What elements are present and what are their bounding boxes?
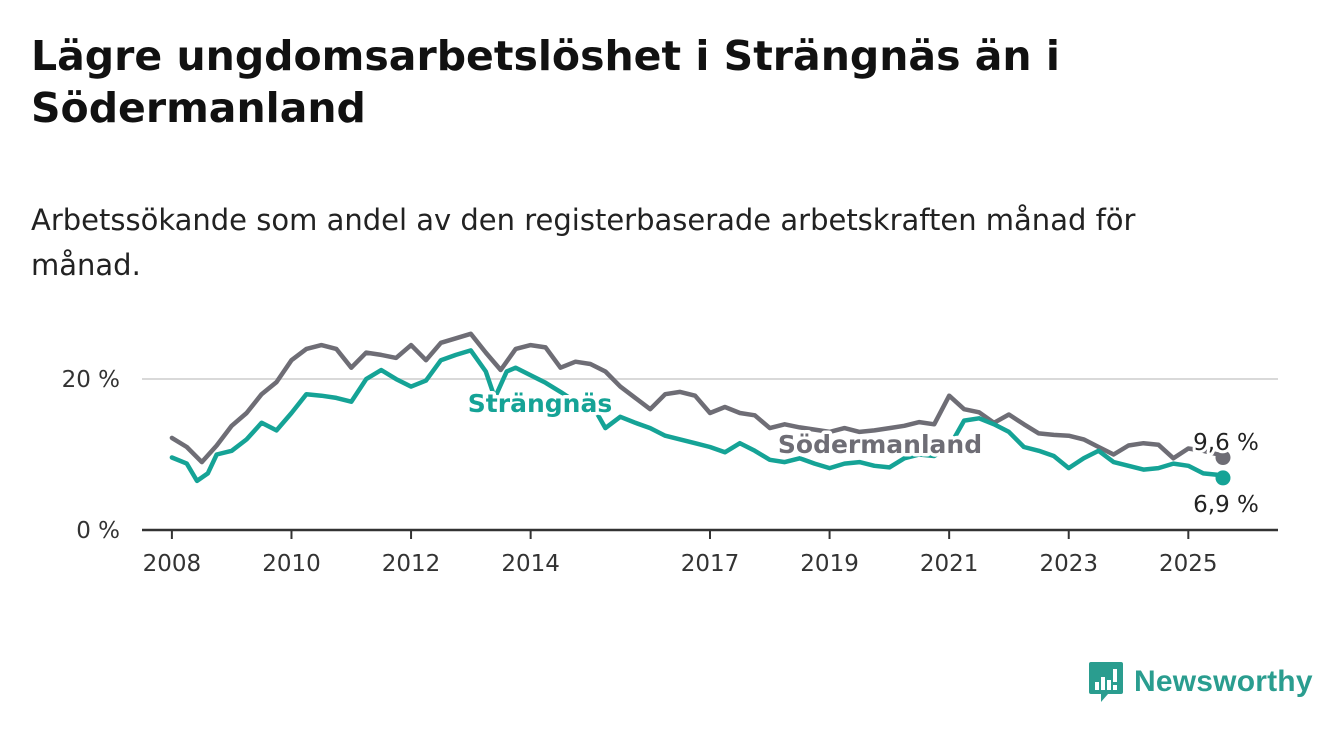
series-line-strangnas	[169, 348, 1226, 484]
x-tick-label: 2014	[501, 551, 560, 577]
x-tick-label: 2012	[382, 551, 441, 577]
y-tick-label: 0 %	[76, 518, 120, 544]
end-label-sodermanland: 9,6 %	[1193, 430, 1259, 456]
brand-name: Newsworthy	[1134, 665, 1313, 698]
newsworthy-logo-icon	[1089, 662, 1123, 702]
end-marker-sodermanland	[1215, 450, 1231, 466]
series-label-strangnas: Strängnäs	[468, 389, 612, 418]
x-axis-labels: 2008 2010 2012 2014 2017 2019 2021 2023 2025	[143, 551, 1218, 577]
end-label-strangnas: 6,9 %	[1193, 492, 1259, 518]
series-line-sodermanland	[169, 331, 1226, 465]
y-axis-labels: 0 % 20 %	[62, 367, 120, 544]
x-tick-label: 2023	[1039, 551, 1098, 577]
series-label-sodermanland: Södermanland	[778, 430, 982, 459]
newsworthy-brand[interactable]: Newsworthy	[1088, 660, 1313, 704]
x-tick-label: 2017	[681, 551, 740, 577]
x-axis	[142, 528, 1278, 539]
x-tick-label: 2021	[920, 551, 979, 577]
line-chart: 0 % 20 % 2008 2010 2012 2014 2017 2019 2021 2023…	[62, 331, 1278, 577]
chart-subtitle: Arbetssökande som andel av den registerb…	[31, 203, 1136, 282]
x-tick-label: 2008	[143, 551, 202, 577]
x-tick-label: 2019	[800, 551, 859, 577]
chart-title: Lägre ungdomsarbetslöshet i Strängnäs än…	[31, 32, 1060, 132]
x-tick-label: 2025	[1159, 551, 1218, 577]
x-tick-label: 2010	[262, 551, 321, 577]
series-labels: Södermanland Strängnäs 9,6 % 6,9 %	[464, 386, 1262, 522]
y-tick-label: 20 %	[62, 367, 120, 393]
end-marker-strangnas	[1215, 470, 1231, 486]
series-lines	[169, 331, 1231, 486]
